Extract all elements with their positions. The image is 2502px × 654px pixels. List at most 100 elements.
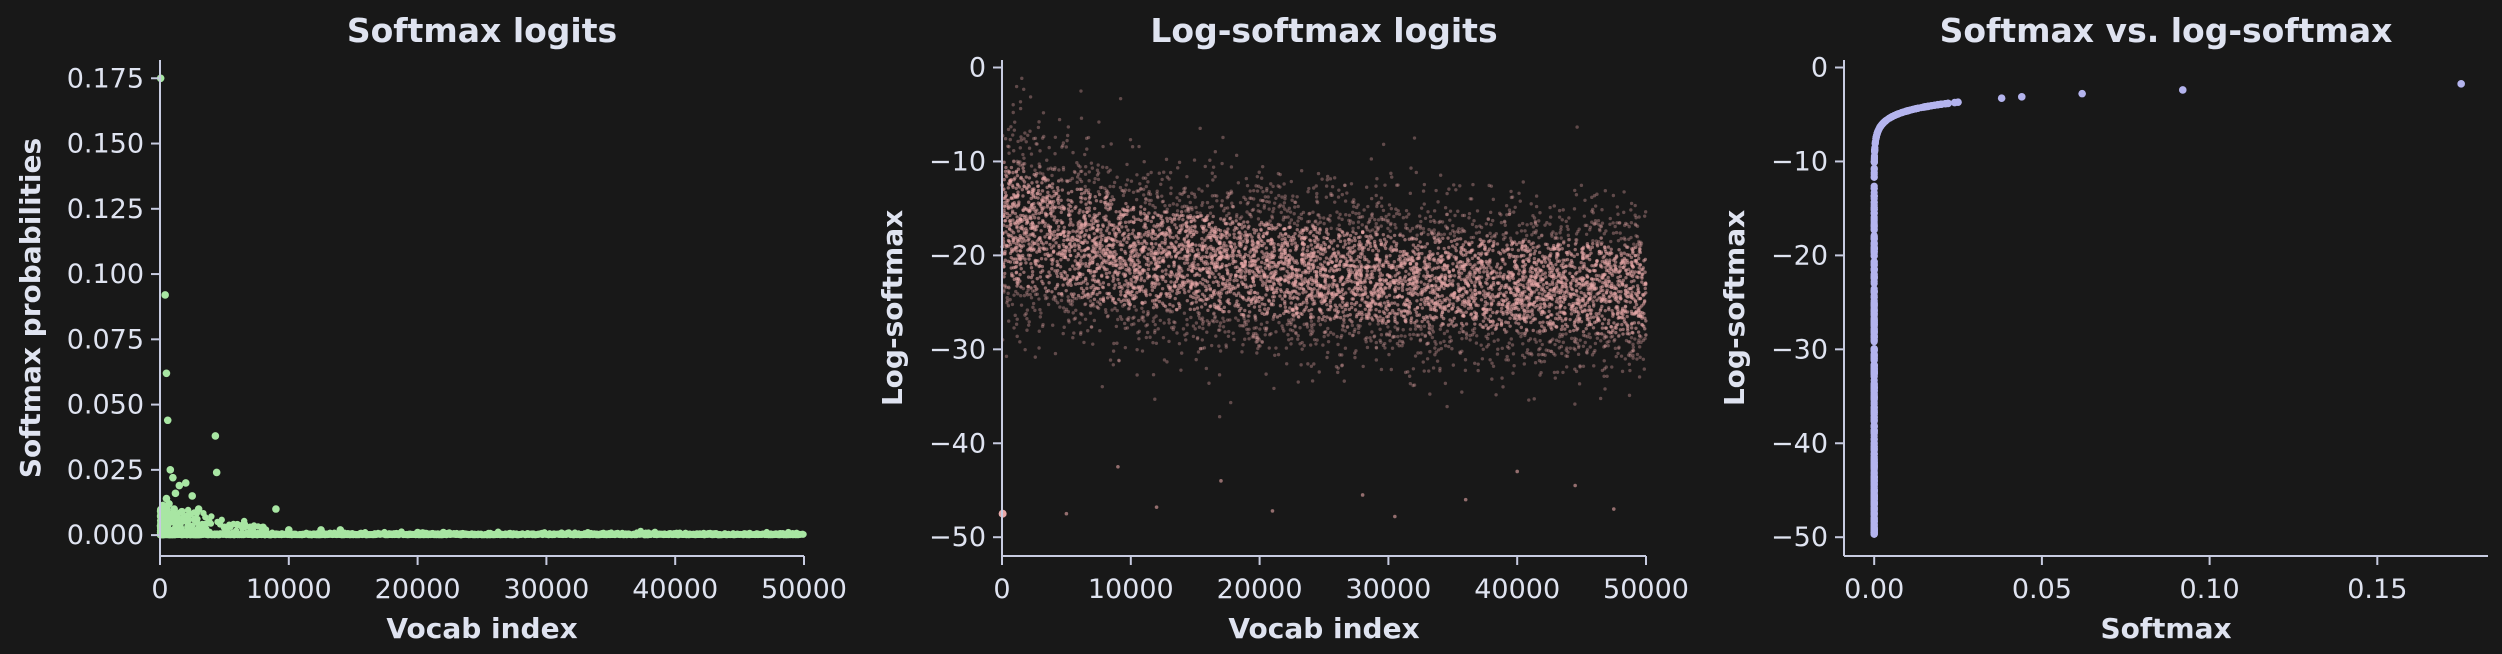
log-softmax-point [1595, 298, 1599, 302]
log-softmax-point [1532, 290, 1537, 294]
log-softmax-point [1429, 284, 1434, 288]
log-softmax-point [1173, 223, 1177, 227]
log-softmax-point [1606, 343, 1610, 348]
log-softmax-point [1448, 318, 1452, 322]
log-softmax-point [1482, 270, 1486, 274]
log-softmax-point [1280, 233, 1285, 238]
log-softmax-point [1194, 357, 1198, 362]
log-softmax-point [1115, 341, 1119, 345]
log-softmax-point [1607, 306, 1611, 310]
log-softmax-point [1211, 214, 1215, 219]
log-softmax-point [1243, 321, 1247, 325]
log-softmax-point [1454, 248, 1458, 253]
log-softmax-point [1222, 241, 1226, 245]
softmax-point [233, 520, 242, 529]
log-softmax-point [1343, 307, 1348, 312]
log-softmax-point [1207, 274, 1211, 279]
softmax-point [178, 524, 185, 532]
log-softmax-point [1020, 187, 1025, 192]
log-softmax-point [1217, 373, 1222, 377]
log-softmax-point [1289, 317, 1294, 321]
log-softmax-point [1004, 165, 1008, 170]
log-softmax-point [1073, 248, 1077, 253]
log-softmax-point [1160, 301, 1165, 305]
log-softmax-point [1527, 398, 1531, 402]
softmax-point [246, 523, 254, 532]
log-softmax-point [1151, 373, 1156, 377]
log-softmax-point [1398, 249, 1402, 254]
log-softmax-point [1107, 270, 1112, 275]
log-softmax-point [1153, 397, 1157, 401]
log-softmax-point [1117, 281, 1121, 286]
log-softmax-point [1059, 298, 1064, 303]
log-softmax-point [1573, 367, 1577, 371]
log-softmax-point [1529, 242, 1533, 246]
log-softmax-point [1309, 319, 1314, 323]
log-softmax-point [1111, 184, 1116, 189]
log-softmax-point [1213, 225, 1218, 230]
log-softmax-point [1145, 323, 1150, 327]
log-softmax-point [1179, 368, 1183, 372]
log-softmax-point [1548, 222, 1552, 226]
log-softmax-point [1314, 195, 1319, 199]
log-softmax-point [1027, 242, 1031, 246]
log-softmax-point [1029, 152, 1034, 156]
log-softmax-point [1509, 290, 1513, 295]
log-softmax-point [1591, 241, 1595, 246]
log-softmax-point [1183, 290, 1187, 295]
log-softmax-point [1551, 351, 1556, 356]
log-softmax-point [1167, 264, 1171, 268]
log-softmax-point [1147, 263, 1151, 267]
log-softmax-point [1009, 125, 1013, 129]
log-softmax-point [1050, 290, 1054, 294]
log-softmax-point [1282, 215, 1286, 219]
log-softmax-point [1284, 346, 1289, 350]
log-softmax-point [1373, 217, 1377, 222]
log-softmax-point [1473, 288, 1477, 293]
log-softmax-point [1309, 243, 1313, 247]
log-softmax-point [1500, 346, 1504, 350]
log-softmax-point [1189, 219, 1193, 224]
log-softmax-point [1137, 260, 1141, 265]
log-softmax-point [1259, 260, 1264, 265]
log-softmax-point [1037, 120, 1041, 124]
log-softmax-point [1529, 202, 1533, 206]
softmax-point [169, 526, 176, 533]
log-softmax-point [1073, 259, 1077, 263]
log-softmax-point [1186, 206, 1190, 211]
softmax-point [237, 531, 245, 538]
softmax-point [169, 473, 177, 482]
log-softmax-point [1163, 279, 1168, 284]
log-softmax-point [1419, 324, 1423, 329]
log-softmax-point [1323, 330, 1327, 335]
log-softmax-point [1019, 135, 1023, 139]
log-softmax-point [1185, 261, 1190, 265]
log-softmax-point [1227, 233, 1232, 237]
log-softmax-point [1147, 202, 1152, 206]
log-softmax-point [1272, 206, 1276, 211]
log-softmax-point [1087, 170, 1091, 174]
log-softmax-point [1193, 224, 1197, 228]
log-softmax-point [1162, 170, 1166, 174]
log-softmax-point [1422, 369, 1426, 373]
chart-title: Softmax logits [347, 11, 617, 50]
log-softmax-point [1124, 279, 1128, 283]
log-softmax-point [1125, 212, 1129, 217]
log-softmax-point [1272, 386, 1276, 391]
log-softmax-point [1421, 189, 1426, 193]
log-softmax-point [1203, 164, 1207, 169]
log-softmax-point [1552, 293, 1557, 297]
log-softmax-point [1563, 306, 1567, 310]
log-softmax-point [1051, 323, 1055, 327]
log-softmax-point [1590, 209, 1594, 213]
softmax-point [161, 291, 169, 299]
log-softmax-point [1446, 309, 1451, 313]
log-softmax-point [1365, 273, 1369, 277]
log-softmax-point [1572, 339, 1577, 343]
log-softmax-point [1245, 183, 1250, 188]
log-softmax-point [1527, 239, 1531, 244]
log-softmax-point [1026, 238, 1030, 242]
log-softmax-point [1387, 293, 1392, 298]
log-softmax-point [1252, 188, 1256, 193]
log-softmax-point [1125, 162, 1129, 167]
